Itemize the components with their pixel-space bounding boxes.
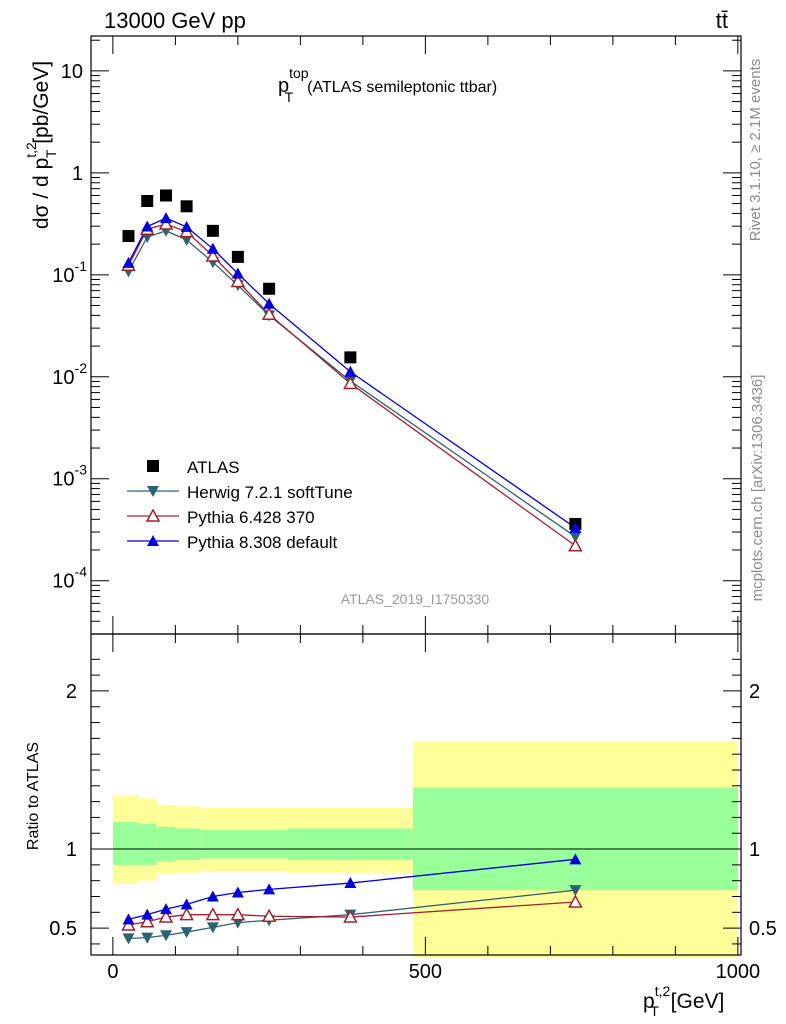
x-tick-label: 0 — [107, 961, 118, 983]
mcplots-label: mcplots.cern.ch [arXiv:1306.3436] — [749, 375, 766, 602]
legend-marker — [147, 535, 159, 546]
ratio-point — [206, 922, 219, 934]
main-y-tick-label: 10 — [61, 61, 83, 83]
legend-label: ATLAS — [187, 458, 240, 477]
ratio-y-tick-label: 2 — [66, 681, 77, 703]
ratio-point — [569, 853, 582, 865]
ratio-point — [180, 898, 193, 910]
ratio-panel-frame — [90, 633, 742, 956]
ratio-point — [261, 908, 277, 923]
main-point — [206, 242, 219, 254]
ratio-point — [231, 886, 244, 898]
main-axes: 10 1 10-1 10-2 10-3 10-4 — [52, 36, 741, 635]
ratio-point — [568, 894, 583, 908]
main-point — [344, 351, 357, 364]
main-point — [261, 306, 277, 321]
main-point — [569, 531, 582, 543]
main-point — [569, 521, 582, 533]
y-axis-label-upper: dσ / d pt,2 T [pb/GeV] — [23, 61, 59, 229]
ratio-point — [139, 914, 155, 928]
rivet-version-label: Rivet 3.1.10, ≥ 2.1M events — [747, 59, 764, 242]
main-point — [344, 365, 357, 377]
ratio-point — [205, 907, 221, 921]
ratio-y-tick-label-right: 2 — [749, 681, 760, 703]
panel-frames — [90, 35, 742, 956]
ratio-band-stat — [112, 822, 138, 865]
main-y-tick-label: 10-3 — [52, 462, 87, 491]
ratio-point — [180, 927, 193, 939]
ratio-point — [569, 885, 582, 897]
header-process: tt̄ — [716, 8, 728, 33]
ratio-point — [343, 909, 358, 923]
main-point — [141, 220, 154, 232]
ratio-y-tick-label: 1 — [66, 839, 77, 861]
legend-label: Pythia 6.428 370 — [187, 508, 315, 527]
main-point — [231, 267, 244, 279]
main-point — [206, 224, 219, 237]
main-point — [263, 282, 276, 295]
legend: ATLAS Herwig 7.2.1 softTune Pythia 6.428 3… — [127, 458, 353, 552]
x-tick-label: 500 — [409, 961, 442, 983]
ratio-point — [206, 890, 219, 902]
ratio-y-tick-label-right: 0.5 — [749, 918, 777, 940]
main-point — [141, 194, 154, 207]
analysis-id: ATLAS_2019_I1750330 — [341, 591, 490, 607]
main-point — [263, 297, 276, 309]
main-point — [122, 256, 135, 268]
ratio-point — [122, 913, 135, 925]
ratio-point — [230, 907, 246, 921]
legend-marker — [147, 460, 159, 472]
main-point — [122, 230, 135, 243]
ratio-point — [121, 917, 136, 931]
ratio-axes: 0.5 0.5 1 1 2 2 0 500 1000 — [49, 634, 777, 983]
ratio-band-stat — [287, 828, 413, 861]
ratio-band-stat — [175, 828, 201, 861]
y-axis-label-lower: Ratio to ATLAS — [25, 742, 42, 850]
main-series — [121, 189, 583, 552]
main-point — [180, 200, 193, 213]
ratio-band-stat — [200, 830, 226, 859]
main-point — [230, 273, 246, 288]
legend-label: Pythia 8.308 default — [187, 533, 338, 552]
ratio-series — [121, 853, 583, 945]
ratio-point — [179, 907, 194, 921]
header-collision: 13000 GeV pp — [104, 8, 246, 33]
ratio-y-tick-label: 0.5 — [49, 918, 77, 940]
legend-label: Herwig 7.2.1 softTune — [187, 483, 353, 502]
main-point — [568, 538, 583, 552]
main-y-tick-label: 10-1 — [52, 258, 87, 287]
ratio-point — [158, 909, 174, 923]
x-tick-label: 1000 — [716, 961, 761, 983]
ratio-point — [141, 908, 154, 920]
main-point — [158, 216, 174, 230]
ratio-band-stat — [137, 823, 157, 865]
ratio-point — [344, 877, 357, 889]
ratio-point — [263, 883, 276, 895]
ratio-point — [160, 930, 172, 942]
ratio-y-tick-label-right: 1 — [749, 839, 760, 861]
main-y-tick-label: 10-4 — [52, 564, 87, 593]
main-point — [180, 220, 193, 232]
ratio-band-stat — [156, 826, 176, 862]
main-point — [160, 212, 172, 224]
legend-marker — [147, 486, 159, 497]
main-point — [160, 189, 172, 202]
x-axis-label: pt,2 T [GeV] — [643, 983, 724, 1019]
ratio-band-stat — [412, 787, 738, 891]
main-title: ptop T(ATLAS semileptonic ttbar) — [278, 65, 497, 105]
ratio-uncertainty-bands — [112, 741, 738, 959]
main-point — [205, 248, 221, 262]
main-y-tick-label: 1 — [72, 163, 83, 185]
legend-marker — [145, 508, 161, 522]
main-point — [180, 234, 193, 246]
ratio-band-stat — [253, 830, 288, 859]
ratio-point — [160, 903, 172, 915]
ratio-point — [122, 933, 135, 945]
ratio-point — [141, 932, 154, 944]
ratio-band-stat — [225, 830, 254, 859]
main-point — [343, 375, 358, 390]
main-y-tick-label: 10-2 — [52, 360, 87, 389]
main-point — [231, 250, 244, 263]
